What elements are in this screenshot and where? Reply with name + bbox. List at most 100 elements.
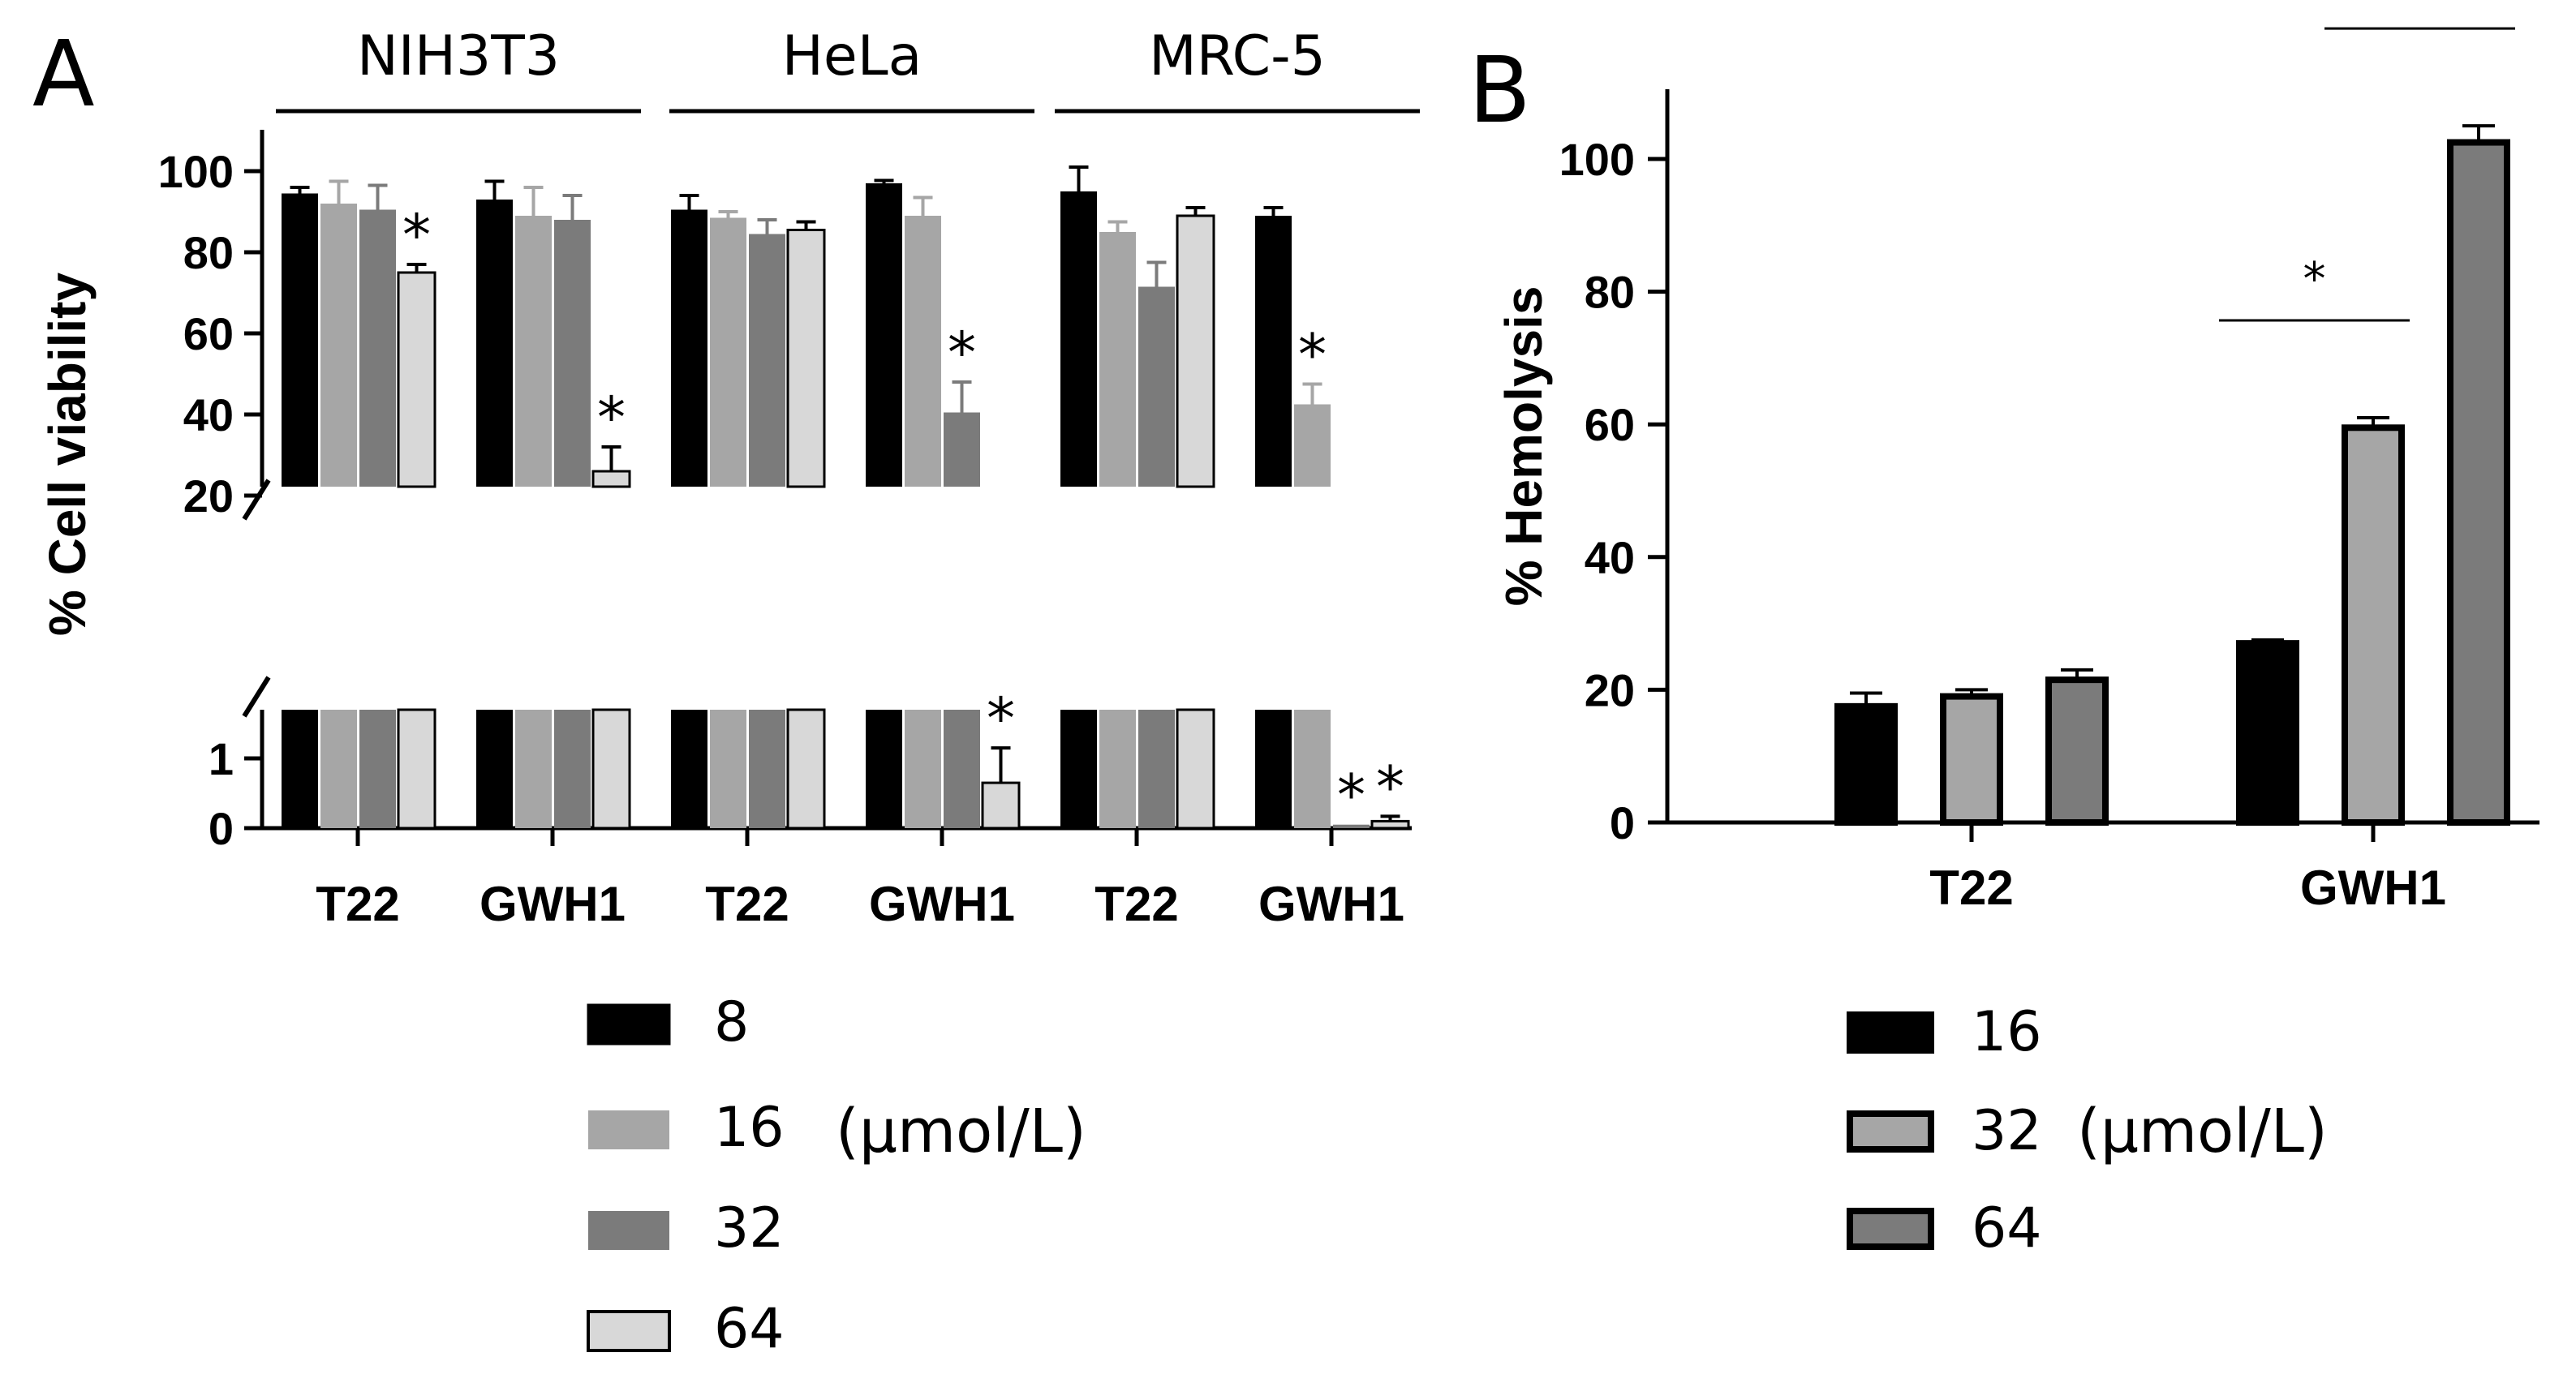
panel-b-y-tick-label: 60: [1585, 399, 1635, 450]
legend-b-label-16: 16: [1972, 1000, 2042, 1064]
panel-b-y-tick-label: 40: [1585, 532, 1635, 583]
bar-lower-gwh1-64: [981, 781, 1021, 830]
legend-a-label-8: 8: [714, 990, 749, 1054]
legend-a-label-64: 64: [714, 1297, 785, 1361]
bar-upper-t22-8: [1060, 191, 1097, 487]
y-tick-label: 0: [209, 803, 234, 854]
panel-b-y-tick-label: 100: [1559, 134, 1635, 185]
legend-a-item-8: 8: [587, 990, 749, 1054]
panel-b-annotations: **: [2219, 0, 2515, 322]
legend-a-swatch-16: [588, 1110, 669, 1149]
significance-star: *: [1376, 754, 1404, 820]
bar-upper-gwh1-64: [591, 470, 631, 488]
cell-line-label-nih3t3: NIH3T3: [357, 24, 560, 88]
legend-b-swatch-16: [1847, 1011, 1934, 1054]
bar-upper-t22-32: [1138, 286, 1175, 487]
bar-lower-gwh1-8: [476, 710, 513, 828]
bar-lower-t22-16: [1099, 710, 1136, 828]
bar-upper-gwh1-16: [1294, 404, 1331, 487]
panel-a-axes: 20 40 60 80 100 0 1 T22 GWH1 T22 GWH1 T22 GWH1 NIH3T3…: [158, 24, 1420, 931]
legend-b-item-16: 16: [1847, 1000, 2042, 1064]
x-tick-label-gwh1: GWH1: [869, 877, 1015, 931]
bar-upper-gwh1-8: [476, 200, 513, 487]
legend-b-item-32: 32: [1847, 1099, 2042, 1163]
bar-upper-gwh1-16: [905, 216, 941, 487]
bar-upper-gwh1-16: [515, 216, 552, 487]
panel-b-y-tick-label: 0: [1610, 797, 1635, 848]
bar-upper-t22-32: [749, 234, 785, 487]
significance-star: *: [597, 384, 626, 451]
bar-lower-t22-32: [749, 710, 785, 828]
panel-b-bar-t22-64: [2045, 676, 2109, 826]
significance-star: *: [987, 685, 1015, 752]
panel-a-bars: [282, 165, 1410, 830]
legend-a-unit-label: (µmol/L): [836, 1097, 1086, 1166]
bar-upper-t22-16: [320, 204, 357, 487]
legend-b-label-32: 32: [1972, 1099, 2042, 1163]
bar-upper-t22-8: [671, 209, 707, 487]
panel-b-bar-t22-32: [1940, 693, 2003, 827]
legend-a-swatch-8: [587, 1003, 671, 1046]
panel-b-bar-gwh1-16: [2236, 640, 2299, 827]
bar-lower-gwh1-32: [1333, 824, 1370, 828]
bar-lower-t22-16: [710, 710, 746, 828]
panel-b-bars: [1834, 124, 2510, 827]
bar-lower-t22-16: [320, 710, 357, 828]
legend-a-label-16: 16: [714, 1096, 785, 1160]
x-tick-label-t22: T22: [316, 877, 399, 931]
significance-star: *: [1298, 322, 1327, 389]
panel-a-chart: A % Cell viability 20 40 60 80 100 0 1 T22 GWH1 T…: [32, 22, 1420, 931]
panel-b-axes: 0 20 40 60 80 100 T22 GWH1: [1559, 89, 2539, 915]
bar-upper-gwh1-8: [866, 183, 902, 487]
panel-b-y-tick-label: 20: [1585, 664, 1635, 715]
legend-a-item-16: 16: [588, 1096, 785, 1160]
legend-b-unit-label: (µmol/L): [2077, 1097, 2328, 1166]
cell-line-label-mrc-5: MRC-5: [1149, 24, 1326, 88]
bar-lower-t22-64: [1176, 708, 1215, 830]
bar-upper-t22-32: [359, 209, 396, 487]
bar-lower-t22-32: [359, 710, 396, 828]
legend-b-swatch-64: [1847, 1208, 1934, 1250]
y-tick-label: 100: [158, 146, 234, 197]
panel-a-annotations: ****** *: [402, 202, 1404, 829]
bar-lower-gwh1-8: [866, 710, 902, 828]
legend-a-label-32: 32: [714, 1196, 785, 1260]
bar-lower-t22-64: [786, 708, 826, 830]
significance-star: *: [2409, 0, 2432, 14]
bar-lower-gwh1-32: [554, 710, 591, 828]
cell-line-label-hela: HeLa: [782, 24, 922, 88]
y-tick-label: 20: [183, 470, 234, 522]
bar-lower-gwh1-64: [1370, 819, 1410, 830]
panel-b-bar-gwh1-64: [2447, 139, 2510, 827]
panel-b-bar-gwh1-32: [2342, 424, 2405, 826]
panel-b-x-tick-label-t22: T22: [1929, 861, 2013, 915]
panel-b-letter: B: [1469, 38, 1531, 144]
x-tick-label-gwh1: GWH1: [480, 877, 626, 931]
bar-lower-t22-8: [1060, 710, 1097, 828]
bar-upper-gwh1-32: [944, 412, 980, 487]
legend-a-item-64: 64: [587, 1297, 785, 1361]
bar-lower-t22-8: [282, 710, 318, 828]
bar-lower-gwh1-16: [1294, 710, 1331, 828]
bar-upper-t22-16: [710, 217, 746, 487]
panel-b-bar-t22-16: [1834, 702, 1898, 826]
panel-b-y-axis-label: % Hemolysis: [1494, 286, 1553, 607]
legend-b-label-64: 64: [1972, 1196, 2042, 1260]
significance-star: *: [948, 320, 976, 386]
legend-a-swatch-64: [587, 1310, 671, 1352]
panel-b-x-tick-label-gwh1: GWH1: [2300, 861, 2446, 915]
bar-lower-gwh1-32: [944, 710, 980, 828]
panel-a-legend: 8 16 32 64 (µmol/L): [587, 990, 1086, 1361]
bar-lower-gwh1-16: [515, 710, 552, 828]
bar-upper-t22-8: [282, 193, 318, 487]
legend-a-swatch-32: [588, 1211, 669, 1250]
panel-b-chart: B % Hemolysis 0 20 40 60 80 100 T22 GWH1 **: [1469, 0, 2539, 915]
bar-upper-gwh1-32: [554, 220, 591, 487]
panel-b-y-tick-label: 80: [1585, 267, 1635, 318]
x-tick-label-t22: T22: [705, 877, 789, 931]
x-tick-label-gwh1: GWH1: [1258, 877, 1404, 931]
bar-upper-t22-16: [1099, 232, 1136, 487]
legend-b-swatch-32: [1847, 1110, 1934, 1153]
significance-star: *: [1337, 762, 1365, 829]
